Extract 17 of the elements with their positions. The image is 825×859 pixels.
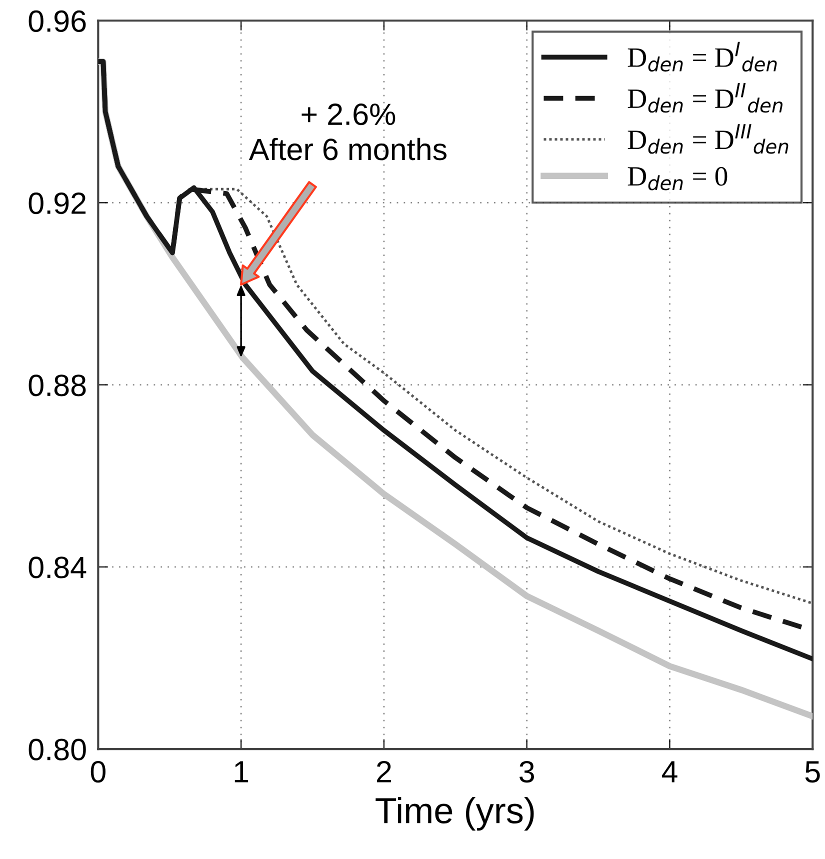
- annotation: + 2.6% After 6 months: [248, 104, 446, 160]
- x-tick-label: 2: [376, 760, 391, 782]
- x-tick-label: 1: [234, 761, 248, 782]
- y-tick-label: 0.88: [28, 374, 86, 396]
- y-tick-label: 0.96: [28, 10, 86, 32]
- legend-label: D$_{den}$ = D$^{I}$$_{den}$: [628, 42, 777, 72]
- x-axis-title: Time (yrs): [376, 796, 534, 831]
- legend-label: D$_{den}$ = D$^{III}$$_{den}$: [628, 124, 788, 154]
- x-tick-label: 5: [805, 761, 820, 783]
- y-tick-label: 0.92: [28, 192, 86, 214]
- legend-label: D$_{den}$ = 0: [628, 167, 728, 190]
- y-tick-label: 0.84: [28, 556, 86, 578]
- y-tick-label: 0.80: [28, 738, 86, 760]
- x-tick-label: 3: [520, 760, 534, 783]
- legend-label: D$_{den}$ = D$^{II}$$_{den}$: [628, 83, 782, 113]
- x-tick-label: 0: [90, 760, 106, 783]
- x-tick-label: 4: [662, 761, 678, 782]
